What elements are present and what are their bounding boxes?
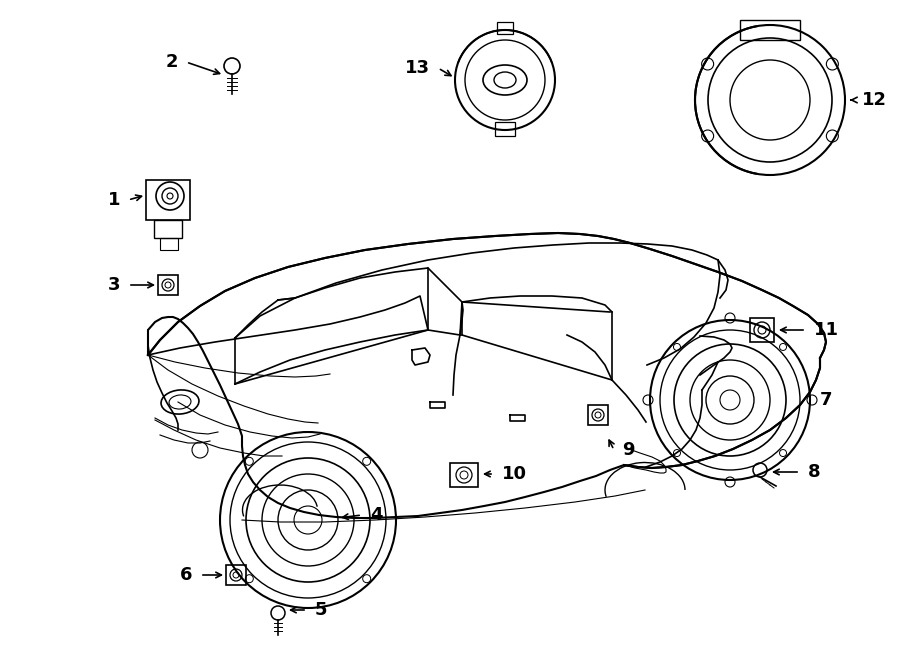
Bar [450, 463, 478, 487]
Text: 9: 9 [622, 441, 634, 459]
Bar [740, 20, 800, 40]
Bar [497, 22, 513, 34]
Bar [160, 238, 178, 250]
Text: 8: 8 [808, 463, 821, 481]
Text: 1: 1 [107, 191, 120, 209]
Text: 4: 4 [370, 506, 382, 524]
Text: 12: 12 [862, 91, 887, 109]
Text: 2: 2 [166, 53, 178, 71]
Text: 10: 10 [502, 465, 527, 483]
Text: 11: 11 [814, 321, 839, 339]
Bar [750, 318, 774, 342]
Text: 5: 5 [315, 601, 328, 619]
Bar [226, 565, 246, 585]
Bar [158, 275, 178, 295]
Bar [154, 220, 182, 238]
Text: 7: 7 [820, 391, 832, 409]
Bar [146, 180, 190, 220]
Text: 13: 13 [405, 59, 430, 77]
Bar [588, 405, 608, 425]
Bar [495, 122, 515, 136]
Text: 6: 6 [179, 566, 192, 584]
Text: 3: 3 [107, 276, 120, 294]
